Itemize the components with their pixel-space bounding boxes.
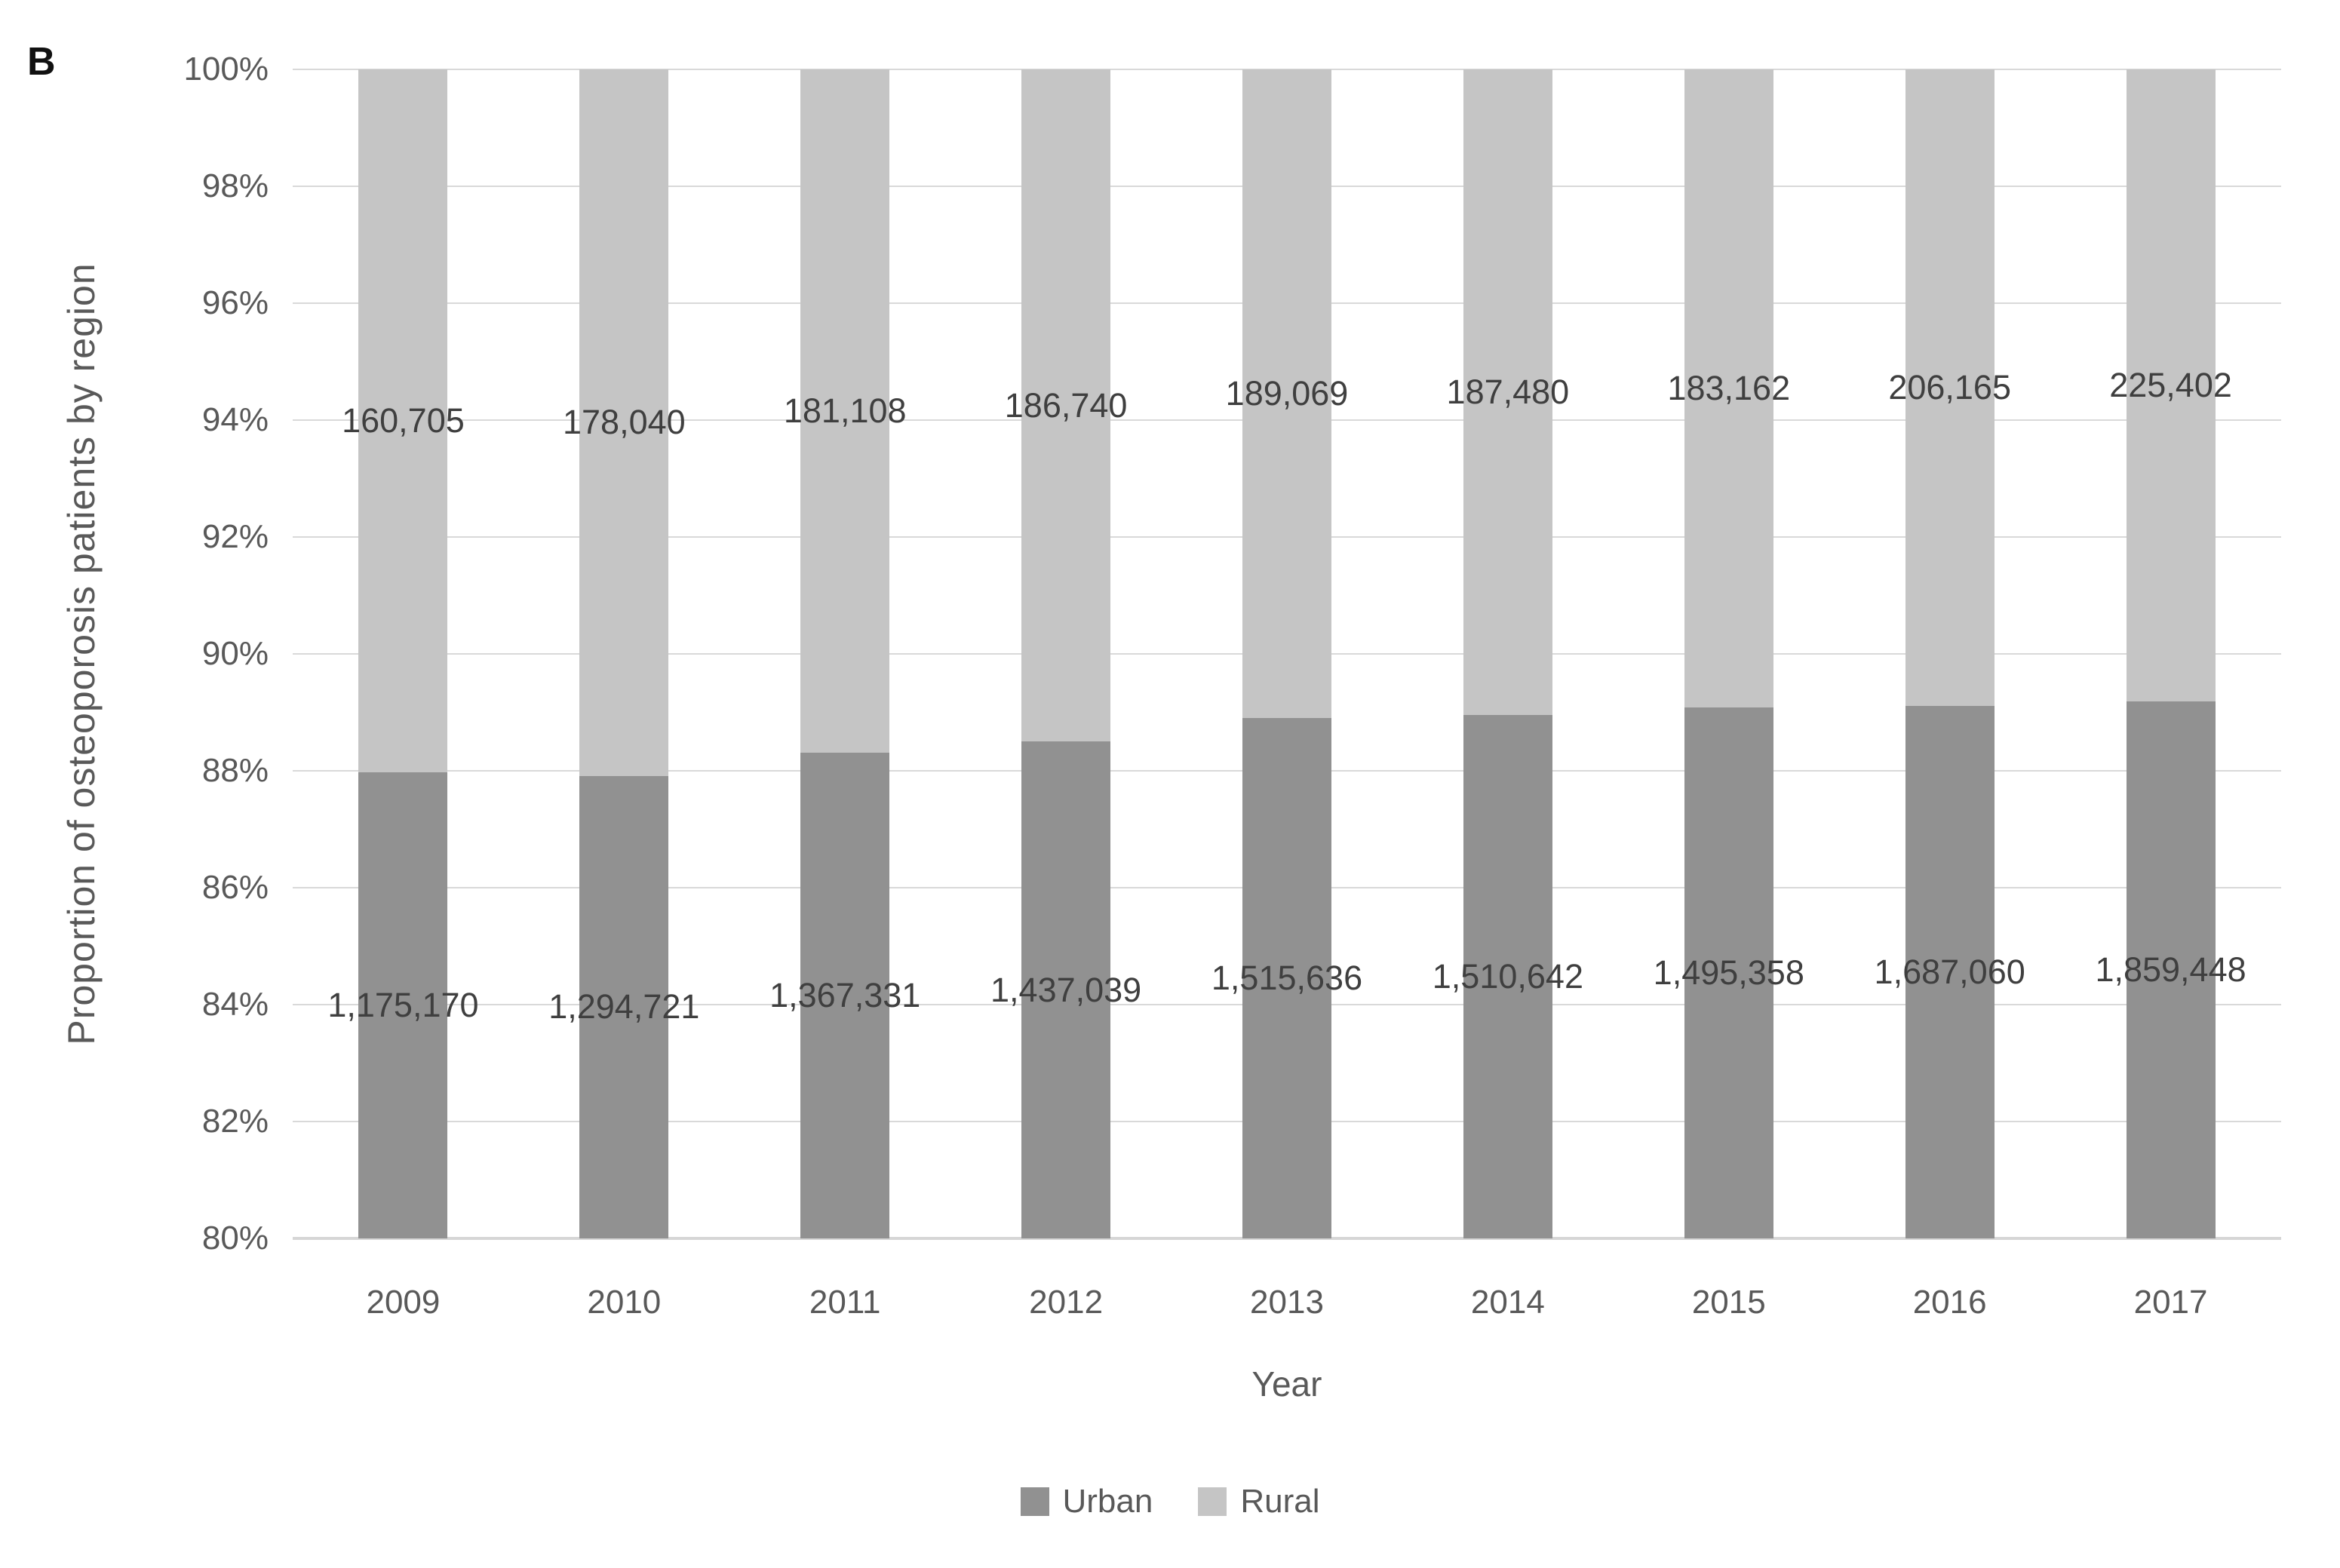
bar-urban-segment (1242, 717, 1331, 1238)
plot-area: 160,705 1,175,170 178,040 1,294,721 181,108 1… (293, 69, 2281, 1240)
bar-rural-segment (579, 69, 669, 776)
bar-urban-segment (1463, 714, 1552, 1238)
data-label-urban: 1,687,060 (1874, 952, 2025, 991)
y-tick-label: 90% (201, 635, 269, 672)
bar-urban-segment (579, 775, 669, 1238)
bar-rural-segment (2126, 69, 2216, 701)
data-label-urban: 1,367,331 (769, 976, 921, 1015)
x-axis-title: Year (1251, 1364, 1322, 1404)
bar-rural-segment (1684, 69, 1773, 707)
legend-item: Rural (1198, 1483, 1320, 1520)
bar-rural-segment (1242, 69, 1331, 718)
legend-swatch-rural (1198, 1487, 1227, 1516)
data-label-urban: 1,495,358 (1653, 953, 1804, 992)
data-label-urban: 1,294,721 (548, 987, 700, 1026)
legend-label: Urban (1062, 1483, 1153, 1520)
x-tick-label: 2015 (1691, 1284, 1766, 1321)
x-tick-label: 2010 (587, 1284, 662, 1321)
data-label-rural: 189,069 (1225, 373, 1349, 413)
legend: Urban Rural (0, 1483, 2340, 1520)
data-label-urban: 1,510,642 (1432, 956, 1583, 996)
y-tick-label: 100% (183, 51, 269, 87)
x-tick-label: 2016 (1912, 1284, 1987, 1321)
data-label-rural: 181,108 (783, 391, 907, 431)
bar-urban-segment (2126, 701, 2216, 1238)
bar-urban-segment (1905, 705, 1995, 1238)
panel-label: B (27, 40, 56, 84)
bar-urban-segment (1021, 741, 1111, 1238)
y-tick-label: 82% (201, 1103, 269, 1140)
y-tick-label: 80% (201, 1220, 269, 1257)
bar-rural-segment (1463, 69, 1552, 715)
data-label-rural: 187,480 (1446, 372, 1570, 411)
x-tick-label: 2014 (1470, 1284, 1545, 1321)
x-tick-label: 2009 (366, 1284, 441, 1321)
legend-swatch-urban (1020, 1487, 1049, 1516)
data-label-rural: 186,740 (1004, 385, 1128, 425)
data-label-rural: 178,040 (562, 403, 686, 442)
y-tick-label: 86% (201, 869, 269, 906)
x-tick-label: 2017 (2133, 1284, 2208, 1321)
x-tick-label: 2013 (1250, 1284, 1324, 1321)
data-label-urban: 1,515,636 (1211, 958, 1363, 997)
bar-rural-segment (800, 69, 890, 753)
bar-rural-segment (1021, 69, 1111, 742)
bar-urban-segment (358, 772, 448, 1238)
x-tick-label: 2012 (1029, 1284, 1104, 1321)
data-label-urban: 1,437,039 (990, 970, 1142, 1009)
data-label-urban: 1,175,170 (327, 986, 479, 1025)
y-tick-label: 94% (201, 401, 269, 438)
data-label-rural: 183,162 (1667, 368, 1791, 407)
y-tick-label: 98% (201, 167, 269, 204)
bar-rural-segment (358, 69, 448, 773)
data-label-rural: 225,402 (2109, 365, 2232, 404)
y-tick-label: 92% (201, 518, 269, 555)
y-tick-label: 84% (201, 986, 269, 1023)
y-tick-label: 88% (201, 752, 269, 789)
x-tick-label: 2011 (809, 1284, 881, 1321)
x-axis-line (293, 1237, 2281, 1240)
data-label-rural: 160,705 (342, 401, 465, 440)
legend-item: Urban (1020, 1483, 1153, 1520)
data-label-urban: 1,859,448 (2095, 950, 2246, 989)
y-tick-label: 96% (201, 284, 269, 321)
legend-label: Rural (1240, 1483, 1320, 1520)
bar-rural-segment (1905, 69, 1995, 706)
bar-urban-segment (1684, 707, 1773, 1238)
data-label-rural: 206,165 (1888, 367, 2011, 407)
bar-urban-segment (800, 753, 890, 1238)
